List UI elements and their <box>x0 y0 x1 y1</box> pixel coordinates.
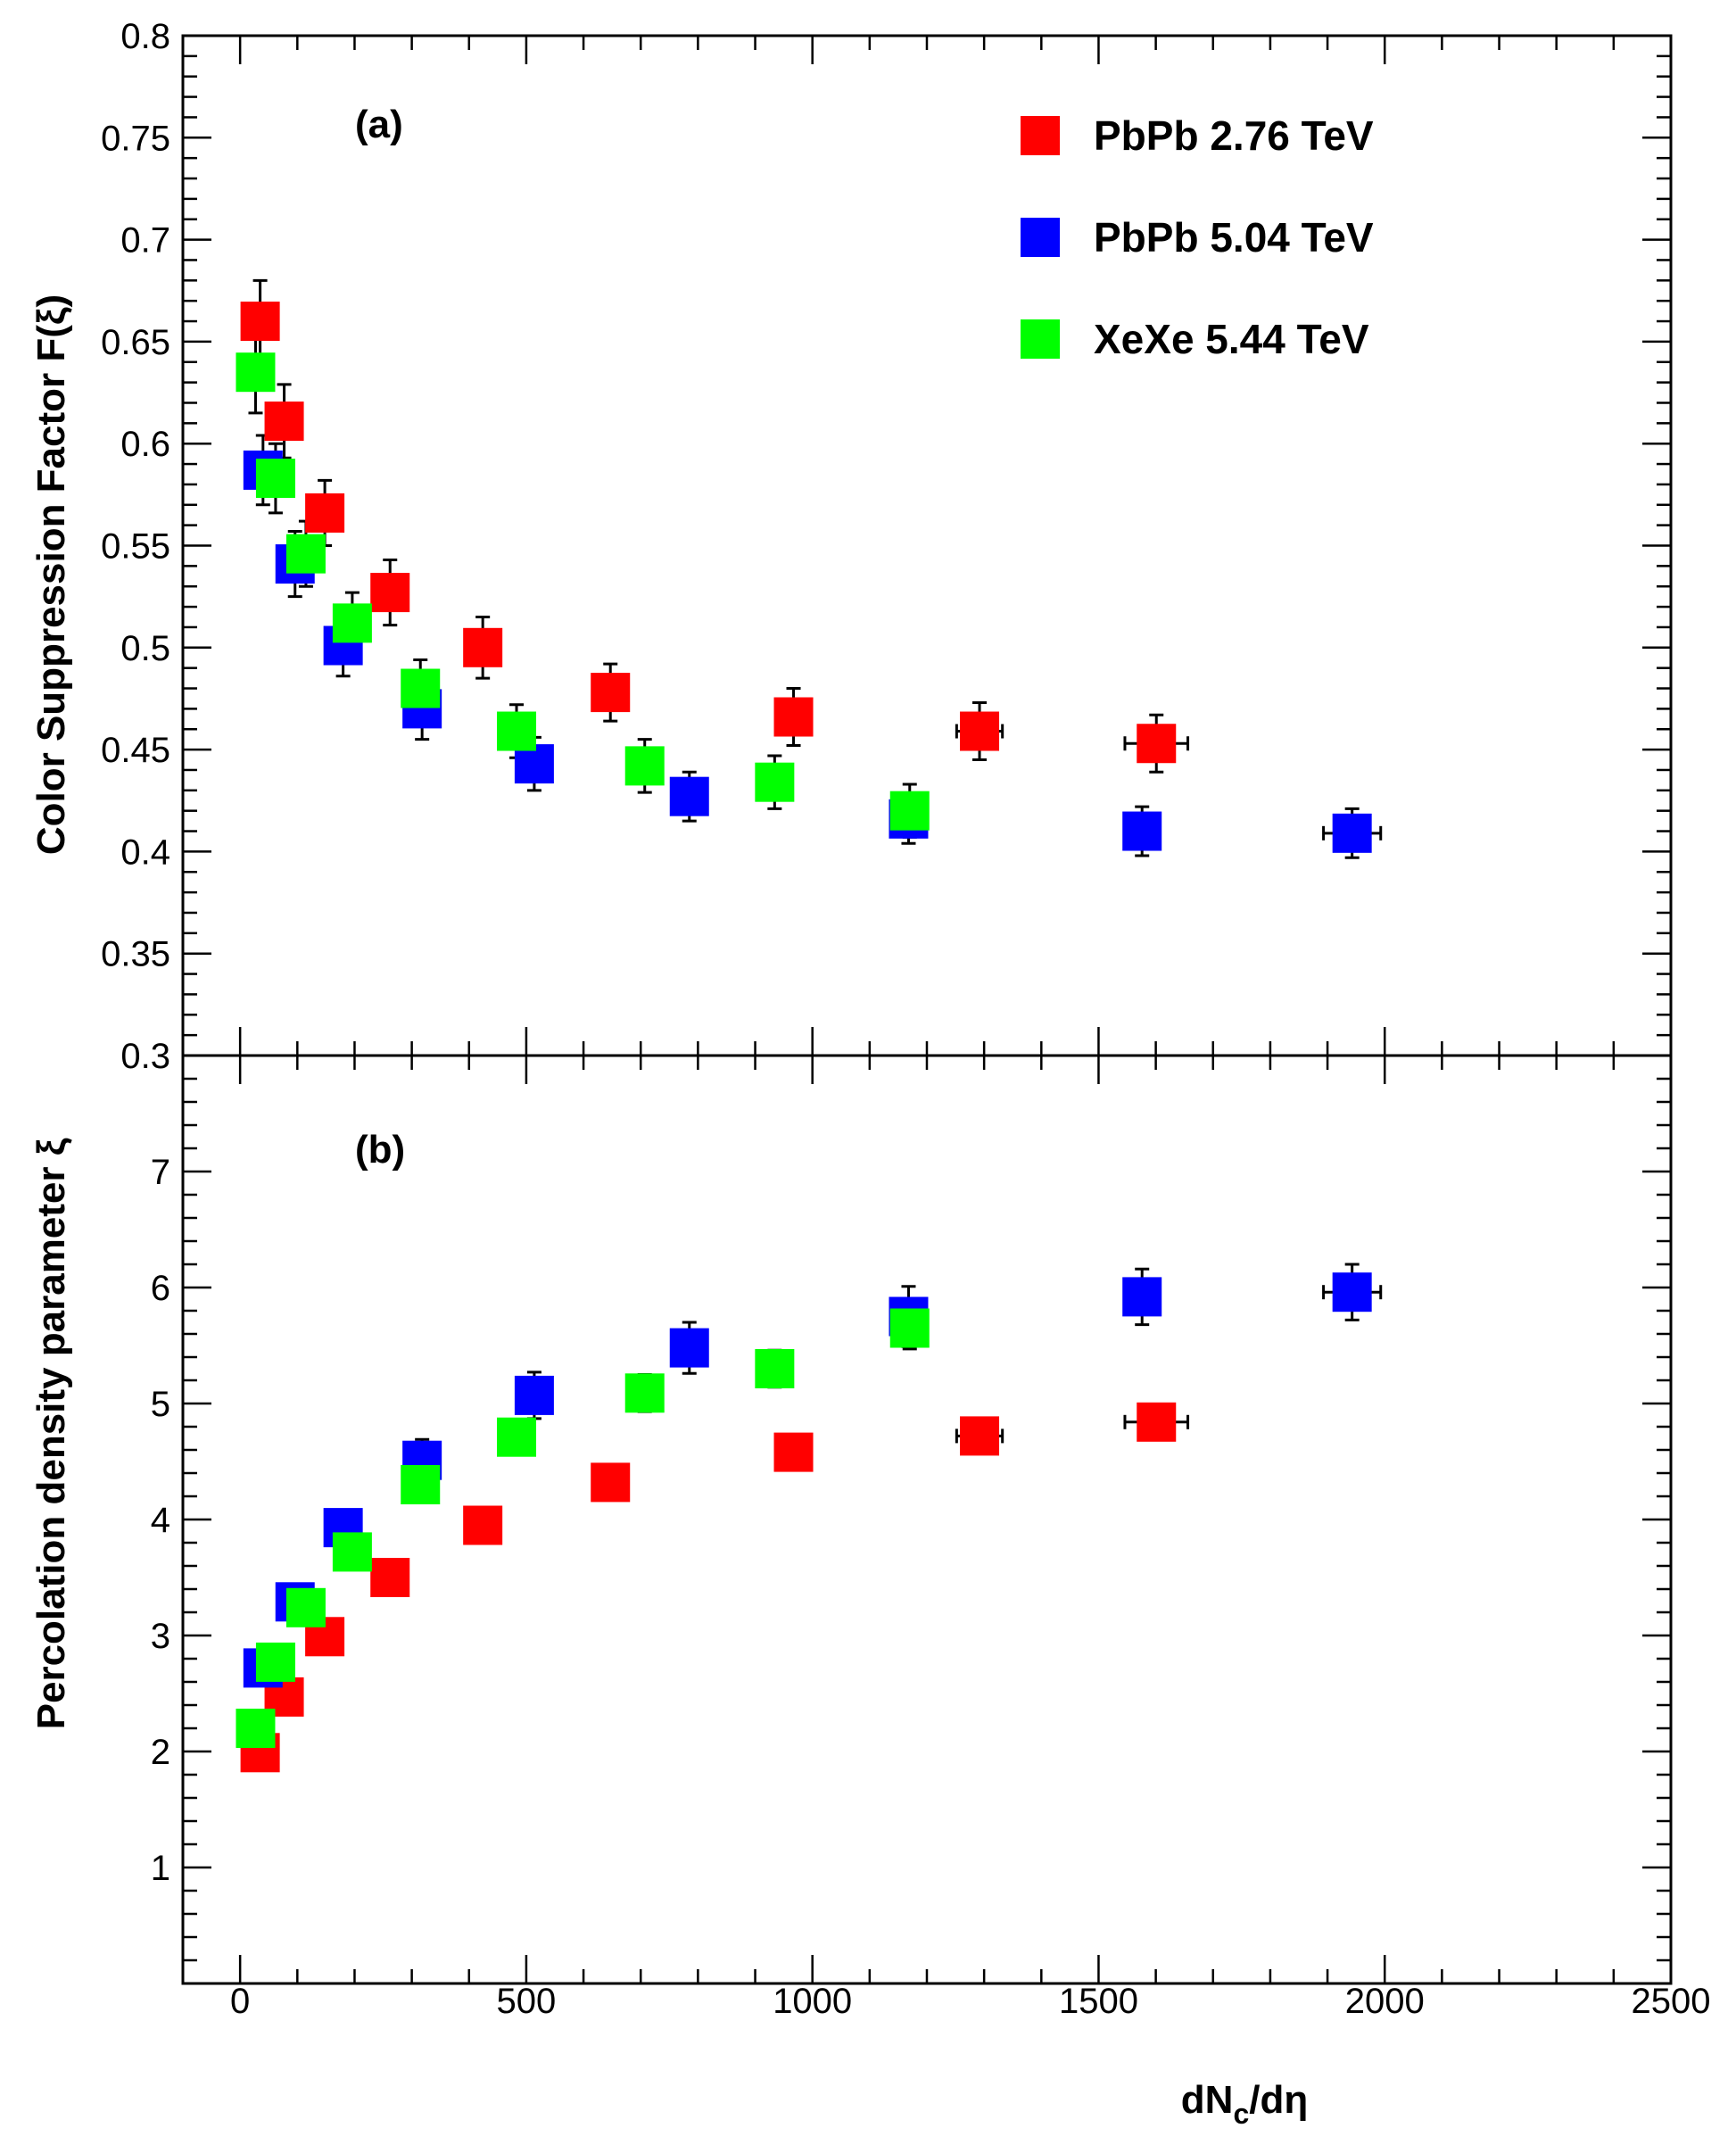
data-point-pbpb-2-76-tev <box>264 402 304 442</box>
y-tick-label: 4 <box>151 1501 170 1540</box>
axis-labels: 0.3 0.35 0.4 0.45 0.5 0.55 0.6 0.65 0.7 0.75 0.8 1 2… <box>101 17 1710 2021</box>
data-point-pbpb-2-76-tev <box>773 697 814 737</box>
data-point-pbpb-2-76-tev <box>1137 724 1177 764</box>
data-point-xexe-5-44-tev <box>401 668 441 708</box>
data-point-pbpb-5-04-tev <box>669 1328 709 1368</box>
data-point-xexe-5-44-tev <box>624 746 665 786</box>
data-point-xexe-5-44-tev <box>401 1465 441 1504</box>
data-point-pbpb-2-76-tev <box>960 1416 1000 1456</box>
panel-b-y-axis-title: Percolation density parameter ξ <box>29 1138 73 1729</box>
data-point-pbpb-5-04-tev <box>1332 813 1372 853</box>
y-tick-label: 0.3 <box>120 1037 170 1076</box>
y-tick-label: 3 <box>151 1617 170 1656</box>
x-tick-label: 2000 <box>1345 1982 1425 2021</box>
x-tick-label: 1500 <box>1059 1982 1138 2021</box>
data-point-xexe-5-44-tev <box>624 1373 665 1413</box>
data-point-pbpb-5-04-tev <box>1332 1272 1372 1313</box>
data-point-xexe-5-44-tev <box>332 603 372 643</box>
y-tick-label: 0.75 <box>101 119 170 158</box>
y-tick-label: 0.5 <box>120 629 170 668</box>
data-point-pbpb-2-76-tev <box>240 302 280 342</box>
data-point-xexe-5-44-tev <box>255 1642 295 1682</box>
y-tick-label: 0.6 <box>120 425 170 464</box>
legend-marker <box>1021 218 1060 257</box>
data-point-xexe-5-44-tev <box>236 352 276 393</box>
data-point-pbpb-5-04-tev <box>1122 1277 1162 1317</box>
data-point-pbpb-2-76-tev <box>370 1558 410 1597</box>
y-tick-label: 7 <box>151 1153 170 1192</box>
data-point-xexe-5-44-tev <box>497 1417 537 1457</box>
data-point-xexe-5-44-tev <box>285 534 326 574</box>
data-point-pbpb-2-76-tev <box>370 573 410 613</box>
y-tick-label: 0.65 <box>101 323 170 362</box>
data-point-xexe-5-44-tev <box>755 762 795 802</box>
y-tick-label: 0.7 <box>120 221 170 261</box>
data-point-pbpb-5-04-tev <box>514 1375 554 1415</box>
data-point-pbpb-2-76-tev <box>773 1432 814 1472</box>
data-point-pbpb-5-04-tev <box>669 776 709 816</box>
data-point-pbpb-2-76-tev <box>463 627 503 667</box>
y-tick-label: 0.8 <box>120 17 170 56</box>
panel-a-label: (a) <box>355 103 403 146</box>
legend-label: XeXe 5.44 TeV <box>1094 316 1369 362</box>
x-tick-label: 1000 <box>773 1982 852 2021</box>
legend: PbPb 2.76 TeV PbPb 5.04 TeV XeXe 5.44 TeV <box>1021 112 1374 362</box>
legend-marker <box>1021 319 1060 359</box>
panel-a-y-axis-title: Color Suppression Factor F(ξ) <box>29 294 73 855</box>
y-tick-label: 0.35 <box>101 935 170 974</box>
legend-marker <box>1021 116 1060 155</box>
y-tick-label: 0.4 <box>120 832 170 872</box>
x-axis-title: dNc/dη <box>1181 2078 1308 2130</box>
data-point-pbpb-2-76-tev <box>591 673 631 713</box>
y-tick-label: 1 <box>151 1849 170 1888</box>
y-tick-label: 5 <box>151 1385 170 1424</box>
data-point-xexe-5-44-tev <box>332 1532 372 1572</box>
y-tick-label: 0.55 <box>101 527 170 567</box>
data-point-xexe-5-44-tev <box>889 1308 930 1348</box>
plot-frames <box>181 34 1673 1985</box>
legend-label: PbPb 2.76 TeV <box>1094 112 1374 159</box>
panel-b-frame <box>181 1054 1673 1985</box>
data-point-xexe-5-44-tev <box>236 1709 276 1748</box>
data-point-xexe-5-44-tev <box>889 791 930 831</box>
y-tick-label: 0.45 <box>101 731 170 770</box>
data-point-pbpb-2-76-tev <box>1137 1402 1177 1442</box>
panel-a-frame <box>181 34 1673 1057</box>
data-markers <box>236 302 1372 1773</box>
panel-b-label: (b) <box>355 1128 405 1172</box>
y-tick-label: 6 <box>151 1269 170 1308</box>
y-tick-label: 2 <box>151 1733 170 1772</box>
data-point-xexe-5-44-tev <box>285 1587 326 1627</box>
x-tick-label: 0 <box>230 1982 250 2021</box>
data-point-xexe-5-44-tev <box>255 459 295 499</box>
data-point-pbpb-2-76-tev <box>591 1462 631 1503</box>
error-bars <box>248 278 1383 1760</box>
data-point-pbpb-2-76-tev <box>960 711 1000 751</box>
data-point-pbpb-2-76-tev <box>463 1505 503 1545</box>
data-point-xexe-5-44-tev <box>497 711 537 751</box>
legend-label: PbPb 5.04 TeV <box>1094 214 1374 261</box>
data-point-pbpb-2-76-tev <box>305 493 345 533</box>
axis-ticks <box>181 34 1673 1985</box>
x-tick-label: 2500 <box>1632 1982 1711 2021</box>
x-tick-label: 500 <box>497 1982 557 2021</box>
data-point-xexe-5-44-tev <box>755 1349 795 1388</box>
data-point-pbpb-5-04-tev <box>1122 811 1162 851</box>
